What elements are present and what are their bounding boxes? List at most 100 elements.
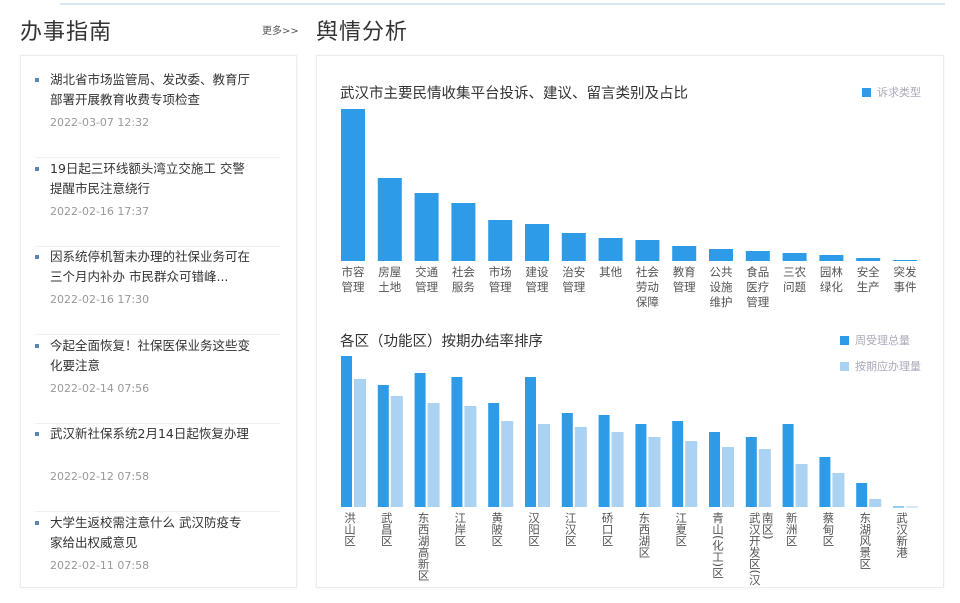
- chart2-bar-series1: [525, 377, 536, 507]
- analysis-card: 武汉市主要民情收集平台投诉、建议、留言类别及占比 诉求类型 各区（功能区）按期办…: [316, 55, 944, 588]
- chart2-bar-series1: [341, 356, 352, 507]
- item-divider: [35, 157, 280, 158]
- chart1-x-label: 其他: [599, 265, 623, 279]
- chart2-bar-series2: [427, 403, 440, 507]
- item-divider: [35, 511, 280, 512]
- chart2-x-label: 洪山区: [343, 512, 357, 547]
- chart2-x-label: 武昌区: [379, 512, 394, 547]
- legend-swatch: [862, 87, 871, 97]
- item-date: 2022-02-16 17:37: [50, 204, 150, 218]
- guide-section-title: 办事指南: [20, 20, 113, 45]
- guide-list-item[interactable]: 因系统停机暂未办理的社保业务可在三个月内补办 市民群众可错峰... 2022-0…: [35, 247, 280, 335]
- chart2-bar-series2: [758, 449, 771, 507]
- guide-list-item[interactable]: 湖北省市场监管局、发改委、教育厅部署开展教育收费专项检查 2022-03-07 …: [35, 70, 280, 158]
- chart2-x-label: 武汉开发区(汉南区): [747, 512, 775, 586]
- chart2-title: 各区（功能区）按期办结率排序: [340, 334, 543, 350]
- chart2-bar-series1: [635, 424, 647, 507]
- item-title[interactable]: 湖北省市场监管局、发改委、教育厅部署开展教育收费专项检查: [50, 72, 251, 107]
- more-link[interactable]: 更多>>: [262, 26, 299, 37]
- chart2-bar-series1: [709, 432, 720, 507]
- chart1-bar: [709, 249, 733, 261]
- chart2-bar-series2: [906, 506, 918, 508]
- chart1-x-label: 突发 事件: [893, 265, 917, 294]
- chart2-bar-series1: [414, 373, 426, 507]
- item-divider: [35, 334, 280, 335]
- chart2-bar-series2: [464, 406, 477, 507]
- item-title[interactable]: 因系统停机暂未办理的社保业务可在三个月内补办 市民群众可错峰...: [50, 249, 251, 284]
- chart2-bar-series1: [893, 506, 904, 508]
- chart2-bar-series1: [672, 421, 684, 507]
- item-title[interactable]: 大学生返校需注意什么 武汉防疫专家给出权威意见: [50, 514, 242, 550]
- chart1-bar: [561, 233, 586, 261]
- bullet-icon: [35, 520, 39, 525]
- chart2-bar-series1: [745, 437, 757, 507]
- chart1-bar: [745, 251, 770, 261]
- chart2-x-label: 黄陂区: [490, 512, 505, 547]
- chart2-x-label: 蔡甸区: [821, 512, 836, 547]
- analysis-section-title: 舆情分析: [316, 20, 409, 45]
- chart2-bar-series1: [598, 415, 610, 507]
- chart1-bar: [598, 238, 623, 261]
- legend-label: 按期应办理量: [855, 360, 921, 373]
- chart2-x-label: 东湖风景区: [858, 512, 873, 570]
- chart1-bar: [414, 193, 439, 261]
- chart1-x-label: 市场 管理: [488, 265, 512, 294]
- chart1-bar: [782, 253, 807, 261]
- item-divider: [35, 422, 280, 424]
- chart2-bar-series2: [869, 499, 882, 507]
- chart2-bar-series1: [451, 377, 463, 507]
- guide-list-item[interactable]: 大学生返校需注意什么 武汉防疫专家给出权威意见 2022-02-11 07:58: [35, 513, 280, 601]
- chart1-title: 武汉市主要民情收集平台投诉、建议、留言类别及占比: [340, 86, 688, 102]
- bullet-icon: [35, 166, 39, 171]
- legend-label: 诉求类型: [877, 86, 921, 99]
- bullet-icon: [35, 432, 39, 436]
- chart1-legend: 诉求类型: [862, 84, 921, 100]
- chart1-x-label: 园林 绿化: [819, 265, 843, 294]
- chart1-x-label: 建设 管理: [525, 265, 549, 294]
- chart2-x-label: 新洲区: [784, 512, 799, 547]
- chart2-x-label: 东西湖高新区: [416, 512, 431, 581]
- chart2-bar-series2: [574, 427, 587, 507]
- chart1-x-label: 社会 服务: [451, 265, 475, 294]
- chart1-bar: [377, 178, 402, 261]
- item-title[interactable]: 19日起三环线额头湾立交施工 交警提醒市民注意绕行: [50, 160, 245, 196]
- chart1-bar: [819, 255, 844, 261]
- guide-list-item[interactable]: 武汉新社保系统2月14日起恢复办理 2022-02-12 07:58: [35, 424, 280, 512]
- chart2-bar-series1: [782, 424, 794, 507]
- chart2-bar-series2: [538, 424, 550, 507]
- charts-canvas: [341, 109, 918, 508]
- chart2-bar-series2: [795, 464, 808, 507]
- item-date: 2022-03-07 12:32: [50, 116, 150, 129]
- chart2-bar-series1: [561, 413, 573, 507]
- chart2-bar-series1: [856, 483, 868, 507]
- top-divider: [60, 3, 945, 5]
- chart1-x-label: 三农 问题: [783, 265, 807, 294]
- bullet-icon: [35, 78, 39, 82]
- item-date: 2022-02-16 17:30: [50, 293, 150, 306]
- chart1-x-label: 公共 设施 维护: [709, 265, 733, 309]
- chart1-x-label: 市容 管理: [341, 265, 365, 294]
- guide-list-item[interactable]: 19日起三环线额头湾立交施工 交警提醒市民注意绕行 2022-02-16 17:…: [35, 159, 280, 247]
- chart1-bar: [525, 224, 549, 261]
- chart1-x-label: 安全 生产: [856, 265, 880, 294]
- chart1-bar: [893, 260, 917, 261]
- guide-list-card: 湖北省市场监管局、发改委、教育厅部署开展教育收费专项检查 2022-03-07 …: [20, 55, 297, 588]
- item-title[interactable]: 今起全面恢复！社保医保业务这些变化要注意: [50, 337, 251, 373]
- item-date: 2022-02-11 07:58: [50, 558, 150, 572]
- chart1-x-label: 房屋 土地: [378, 265, 402, 294]
- chart2-x-label: 江汉区: [563, 512, 578, 547]
- chart2-x-label: 青山(化工)区: [711, 512, 725, 579]
- chart2-bar-series2: [685, 441, 698, 507]
- chart1-bar: [451, 203, 476, 261]
- chart2-legend-series1: 周受理总量: [840, 332, 910, 348]
- item-title[interactable]: 武汉新社保系统2月14日起恢复办理: [50, 426, 249, 441]
- chart1-x-label: 社会 劳动 保障: [635, 265, 659, 309]
- chart2-bar-series2: [390, 396, 403, 507]
- item-date: 2022-02-14 07:56: [50, 381, 150, 395]
- chart2-x-label: 江岸区: [453, 512, 468, 547]
- guide-list-item[interactable]: 今起全面恢复！社保医保业务这些变化要注意 2022-02-14 07:56: [35, 336, 280, 424]
- legend-swatch: [840, 335, 849, 345]
- chart2-x-label: 东西湖区: [637, 512, 652, 558]
- chart2-bar-series2: [354, 379, 366, 507]
- chart1-bar: [672, 246, 697, 261]
